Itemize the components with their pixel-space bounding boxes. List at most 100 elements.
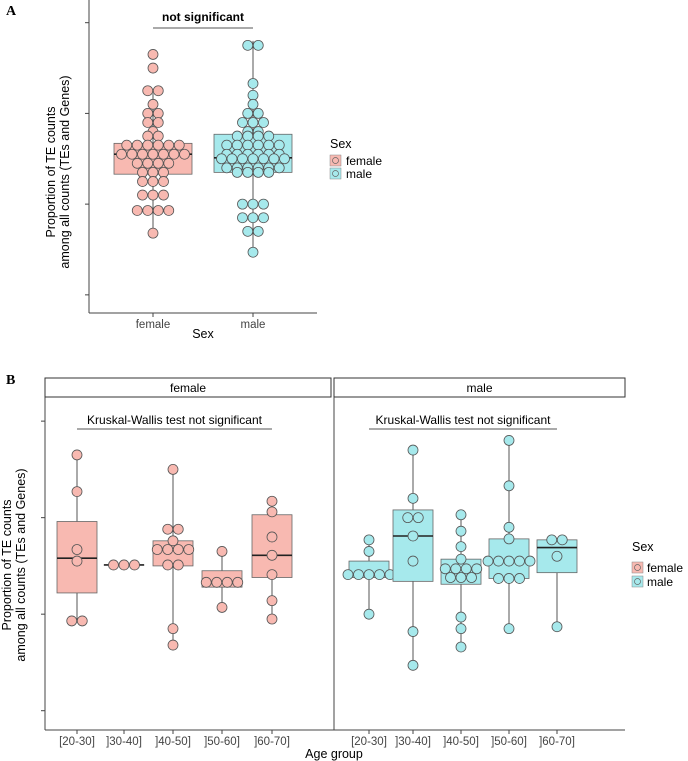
panel-a-male-point	[242, 108, 254, 119]
panel-b-group	[200, 546, 244, 613]
panel-a-female-point	[131, 205, 143, 216]
panel-a-legend-label-female: female	[346, 154, 382, 168]
panel-a-male-point	[247, 98, 259, 110]
panel-a-male-point	[237, 212, 248, 224]
panel-a-female-point	[121, 139, 133, 151]
panel-a-female-point	[147, 98, 159, 110]
panel-b-xtick-label: ]50-60]	[204, 736, 240, 748]
panel-a-female-point	[152, 117, 164, 128]
panel-a-male-point	[279, 153, 290, 165]
panel-b-male-point	[363, 608, 375, 620]
panel-b-female-point	[167, 463, 179, 475]
panel-a-female-point	[147, 49, 159, 60]
panel-b-xtick-label: [20-30]	[351, 736, 387, 748]
panel-b-male-point	[407, 555, 419, 567]
panel-a-female-point	[158, 189, 169, 201]
panel-a-female-point	[142, 157, 154, 169]
panel-b-female-point	[172, 544, 184, 555]
panel-a-male-point	[242, 130, 254, 142]
panel-b-male-point	[493, 573, 504, 584]
panel-a-female-point	[147, 148, 159, 160]
panel-b-male-point	[342, 569, 354, 580]
panel-b-female-point	[216, 602, 228, 613]
panel-a-female-point	[158, 166, 169, 178]
panel-a-male-point	[252, 130, 264, 142]
panel-a-ylabel-line1: Proportion of TE counts	[44, 106, 58, 237]
panel-b-female-point	[162, 559, 174, 571]
panel-a-legend-label-male: male	[346, 167, 372, 181]
panel-b-male-point	[402, 512, 414, 524]
panel-a-male-point	[242, 166, 254, 178]
panel-a-male-point	[258, 212, 269, 224]
panel-a-female-point	[158, 176, 169, 187]
panel-b-male-point	[455, 572, 467, 583]
panel-b-xtick-label: ]40-50]	[443, 736, 479, 748]
panel-b-group	[482, 435, 536, 635]
panel-a-male-point	[237, 117, 248, 128]
panel-b-legend-dot-male	[634, 578, 641, 585]
panel-a-female-point	[152, 139, 164, 151]
panel-b-female-point	[266, 613, 278, 625]
panel-b-female-point	[266, 595, 278, 607]
panel-b-male-point	[551, 550, 563, 562]
panel-b-female-point	[129, 559, 140, 571]
panel-a-male-point	[252, 166, 264, 178]
panel-a-male-point	[247, 78, 259, 89]
panel-a-female-point	[168, 148, 180, 160]
panel-a-male-point	[247, 198, 259, 210]
panel-a-male-point	[237, 198, 248, 210]
panel-b-strip-male	[333, 377, 626, 398]
panel-a-female-point	[142, 117, 154, 128]
panel-b-male-point	[363, 569, 375, 580]
panel-a-female-point	[147, 166, 159, 178]
panel-b-facet-female: female Kruskal-Wallis test not significan…	[44, 377, 332, 748]
panel-b-female-point	[76, 615, 88, 627]
panel-a-male-point	[258, 198, 269, 210]
panel-a-male-point	[252, 108, 264, 119]
panel-b-male-point	[363, 534, 375, 546]
panel-a-male-point	[221, 162, 233, 174]
panel-b-legend-label-male: male	[647, 575, 673, 589]
panel-a-male-point	[252, 225, 264, 237]
panel-a-female-point	[126, 148, 138, 160]
panel-a-female-point	[142, 85, 154, 97]
panel-a-male-point	[242, 39, 254, 51]
panel-a-xtick-label: female	[136, 319, 171, 331]
panel-b-male-point	[455, 509, 467, 521]
panel-b-xtick-label: ]50-60]	[491, 736, 527, 748]
panel-b-group	[56, 449, 98, 627]
panel-b-female-point	[266, 531, 278, 543]
panel-a-male-point	[231, 139, 243, 151]
panel-b-female-point	[108, 559, 119, 571]
panel-b-male-point	[445, 572, 456, 583]
panel-b-female-point	[118, 559, 130, 571]
panel-a-male-point	[226, 153, 238, 165]
panel-a: A Proportion of TE counts among all coun…	[6, 0, 382, 341]
panel-a-male-point	[231, 166, 243, 178]
panel-b-male-point	[556, 534, 568, 546]
panel-b-male-point	[503, 555, 515, 567]
panel-a-male-point	[216, 153, 227, 165]
panel-a-male-point	[237, 153, 248, 165]
panel-a-female-point	[137, 189, 148, 201]
panel-b-xtick-label: ]30-40]	[395, 736, 431, 748]
panel-a-male-point	[247, 89, 259, 101]
panel-b-male-point	[503, 573, 515, 584]
panel-b-male-point	[503, 480, 515, 492]
panel-a-female-point	[152, 130, 164, 142]
panel-a-xlabel: Sex	[192, 327, 214, 341]
panel-b-female-point	[162, 544, 174, 555]
panel-a-female-point	[142, 130, 154, 142]
panel-a-female-point	[142, 139, 154, 151]
panel-b-female-point	[216, 546, 228, 557]
panel-b-female-point	[66, 615, 78, 627]
panel-b-female-point	[172, 559, 184, 571]
panel-b-male-point	[514, 573, 525, 584]
panel-b-male-point	[407, 444, 419, 456]
panel-b-ylabel-line1: Proportion of TE counts	[0, 499, 14, 630]
panel-b-female-point	[167, 535, 179, 547]
panel-b-group	[536, 534, 578, 633]
panel-b-ylabel-line2: among all counts (TEs and Genes)	[14, 468, 28, 661]
